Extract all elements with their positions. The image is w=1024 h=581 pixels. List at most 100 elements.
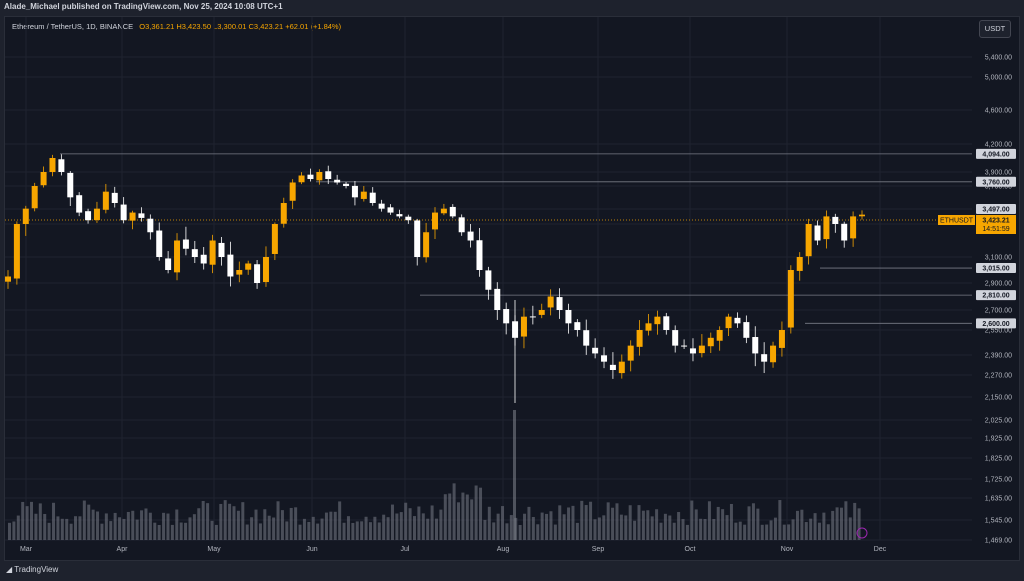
level-tag bbox=[976, 176, 1016, 187]
candle-body bbox=[396, 214, 403, 217]
volume-bar bbox=[844, 501, 848, 540]
x-tick-label: Aug bbox=[497, 546, 510, 553]
y-tick-label: 3,100.00 bbox=[985, 255, 1012, 262]
volume-bar bbox=[166, 513, 170, 540]
candle-body bbox=[823, 216, 830, 240]
volume-bar bbox=[624, 515, 628, 540]
volume-bar bbox=[663, 513, 667, 540]
volume-bar bbox=[109, 521, 113, 540]
volume-bar bbox=[523, 513, 527, 540]
volume-bar bbox=[126, 511, 130, 540]
volume-bar bbox=[258, 523, 262, 540]
volume-bar bbox=[536, 524, 540, 540]
volume-bar bbox=[153, 522, 157, 540]
volume-bar bbox=[738, 521, 742, 540]
volume-bar bbox=[479, 487, 483, 540]
candle-body bbox=[40, 172, 47, 186]
candle-body bbox=[325, 171, 332, 179]
volume-bar bbox=[245, 524, 249, 540]
volume-bar bbox=[263, 509, 267, 540]
y-tick-label: 1,545.00 bbox=[985, 518, 1012, 525]
volume-bar bbox=[567, 507, 571, 540]
candle-body bbox=[725, 316, 732, 329]
volume-bar bbox=[835, 507, 839, 540]
volume-bar bbox=[443, 494, 447, 540]
volume-bar bbox=[417, 506, 421, 540]
volume-bar bbox=[615, 503, 619, 540]
candle-body bbox=[262, 257, 269, 283]
volume-bar bbox=[52, 502, 56, 540]
volume-bar bbox=[162, 512, 166, 540]
candle-body bbox=[93, 208, 100, 221]
volume-bar bbox=[575, 522, 579, 540]
candle-body bbox=[191, 249, 198, 257]
volume-bar bbox=[118, 517, 122, 540]
volume-bar bbox=[60, 518, 64, 540]
candle-body bbox=[227, 254, 234, 277]
candle-body bbox=[609, 364, 616, 370]
volume-bar bbox=[597, 517, 601, 540]
y-tick-label: 2,270.00 bbox=[985, 373, 1012, 380]
volume-bar bbox=[338, 501, 342, 540]
x-tick-label: Apr bbox=[117, 546, 129, 553]
volume-bar bbox=[346, 516, 350, 540]
candle-body bbox=[85, 211, 92, 221]
volume-bar bbox=[633, 520, 637, 540]
level-tag-text: 2,810.00 bbox=[982, 293, 1009, 300]
volume-bar bbox=[351, 522, 355, 540]
candle-body bbox=[67, 172, 74, 198]
volume-bar bbox=[641, 510, 645, 540]
y-tick-label: 4,200.00 bbox=[985, 142, 1012, 149]
candle-body bbox=[734, 317, 741, 324]
volume-bar bbox=[747, 506, 751, 540]
chart-panel[interactable] bbox=[4, 16, 1020, 561]
volume-bar bbox=[373, 516, 377, 540]
volume-bar bbox=[148, 512, 152, 540]
volume-bar bbox=[175, 509, 179, 540]
candle-body bbox=[271, 224, 278, 254]
volume-bar bbox=[800, 509, 804, 540]
volume-bar bbox=[179, 522, 183, 540]
x-tick-label: Jul bbox=[401, 546, 410, 553]
volume-bar bbox=[311, 516, 315, 540]
volume-bar bbox=[650, 516, 654, 540]
volume-bar bbox=[716, 506, 720, 540]
candle-body bbox=[13, 224, 20, 279]
volume-bar bbox=[751, 503, 755, 540]
candle-body bbox=[111, 192, 118, 203]
candle-body bbox=[138, 213, 145, 218]
volume-bar bbox=[602, 515, 606, 540]
volume-bar bbox=[857, 508, 861, 540]
volume-bar bbox=[69, 523, 73, 540]
volume-bar bbox=[571, 505, 575, 540]
volume-bar bbox=[294, 507, 298, 540]
y-tick-label: 2,700.00 bbox=[985, 308, 1012, 315]
tradingview-icon: ◢ bbox=[6, 565, 13, 574]
candle-body bbox=[387, 207, 394, 213]
volume-bar bbox=[65, 518, 69, 540]
symbol-label: Ethereum / TetherUS, 1D, BINANCE bbox=[12, 22, 134, 31]
volume-bar bbox=[412, 516, 416, 540]
volume-bar bbox=[368, 522, 372, 540]
candle-body bbox=[458, 217, 465, 233]
volume-bar bbox=[712, 518, 716, 540]
tradingview-logo[interactable]: ◢ TradingView bbox=[6, 565, 58, 574]
candle-body bbox=[432, 212, 438, 230]
y-tick-label: 2,025.00 bbox=[985, 418, 1012, 425]
volume-bar bbox=[386, 517, 390, 540]
y-tick-label: 2,900.00 bbox=[985, 281, 1012, 288]
candle-body bbox=[698, 345, 705, 354]
volume-bar bbox=[390, 504, 394, 540]
volume-bar bbox=[549, 511, 553, 540]
volume-bar bbox=[439, 509, 443, 540]
candle-body bbox=[805, 224, 812, 257]
volume-bar bbox=[34, 513, 38, 540]
candle-body bbox=[120, 204, 127, 221]
volume-bar bbox=[236, 510, 240, 540]
volume-bar bbox=[276, 501, 280, 540]
volume-bar bbox=[853, 502, 857, 540]
volume-bar bbox=[699, 518, 703, 540]
currency-unit-button[interactable]: USDT bbox=[979, 20, 1011, 38]
candle-body bbox=[743, 322, 750, 338]
